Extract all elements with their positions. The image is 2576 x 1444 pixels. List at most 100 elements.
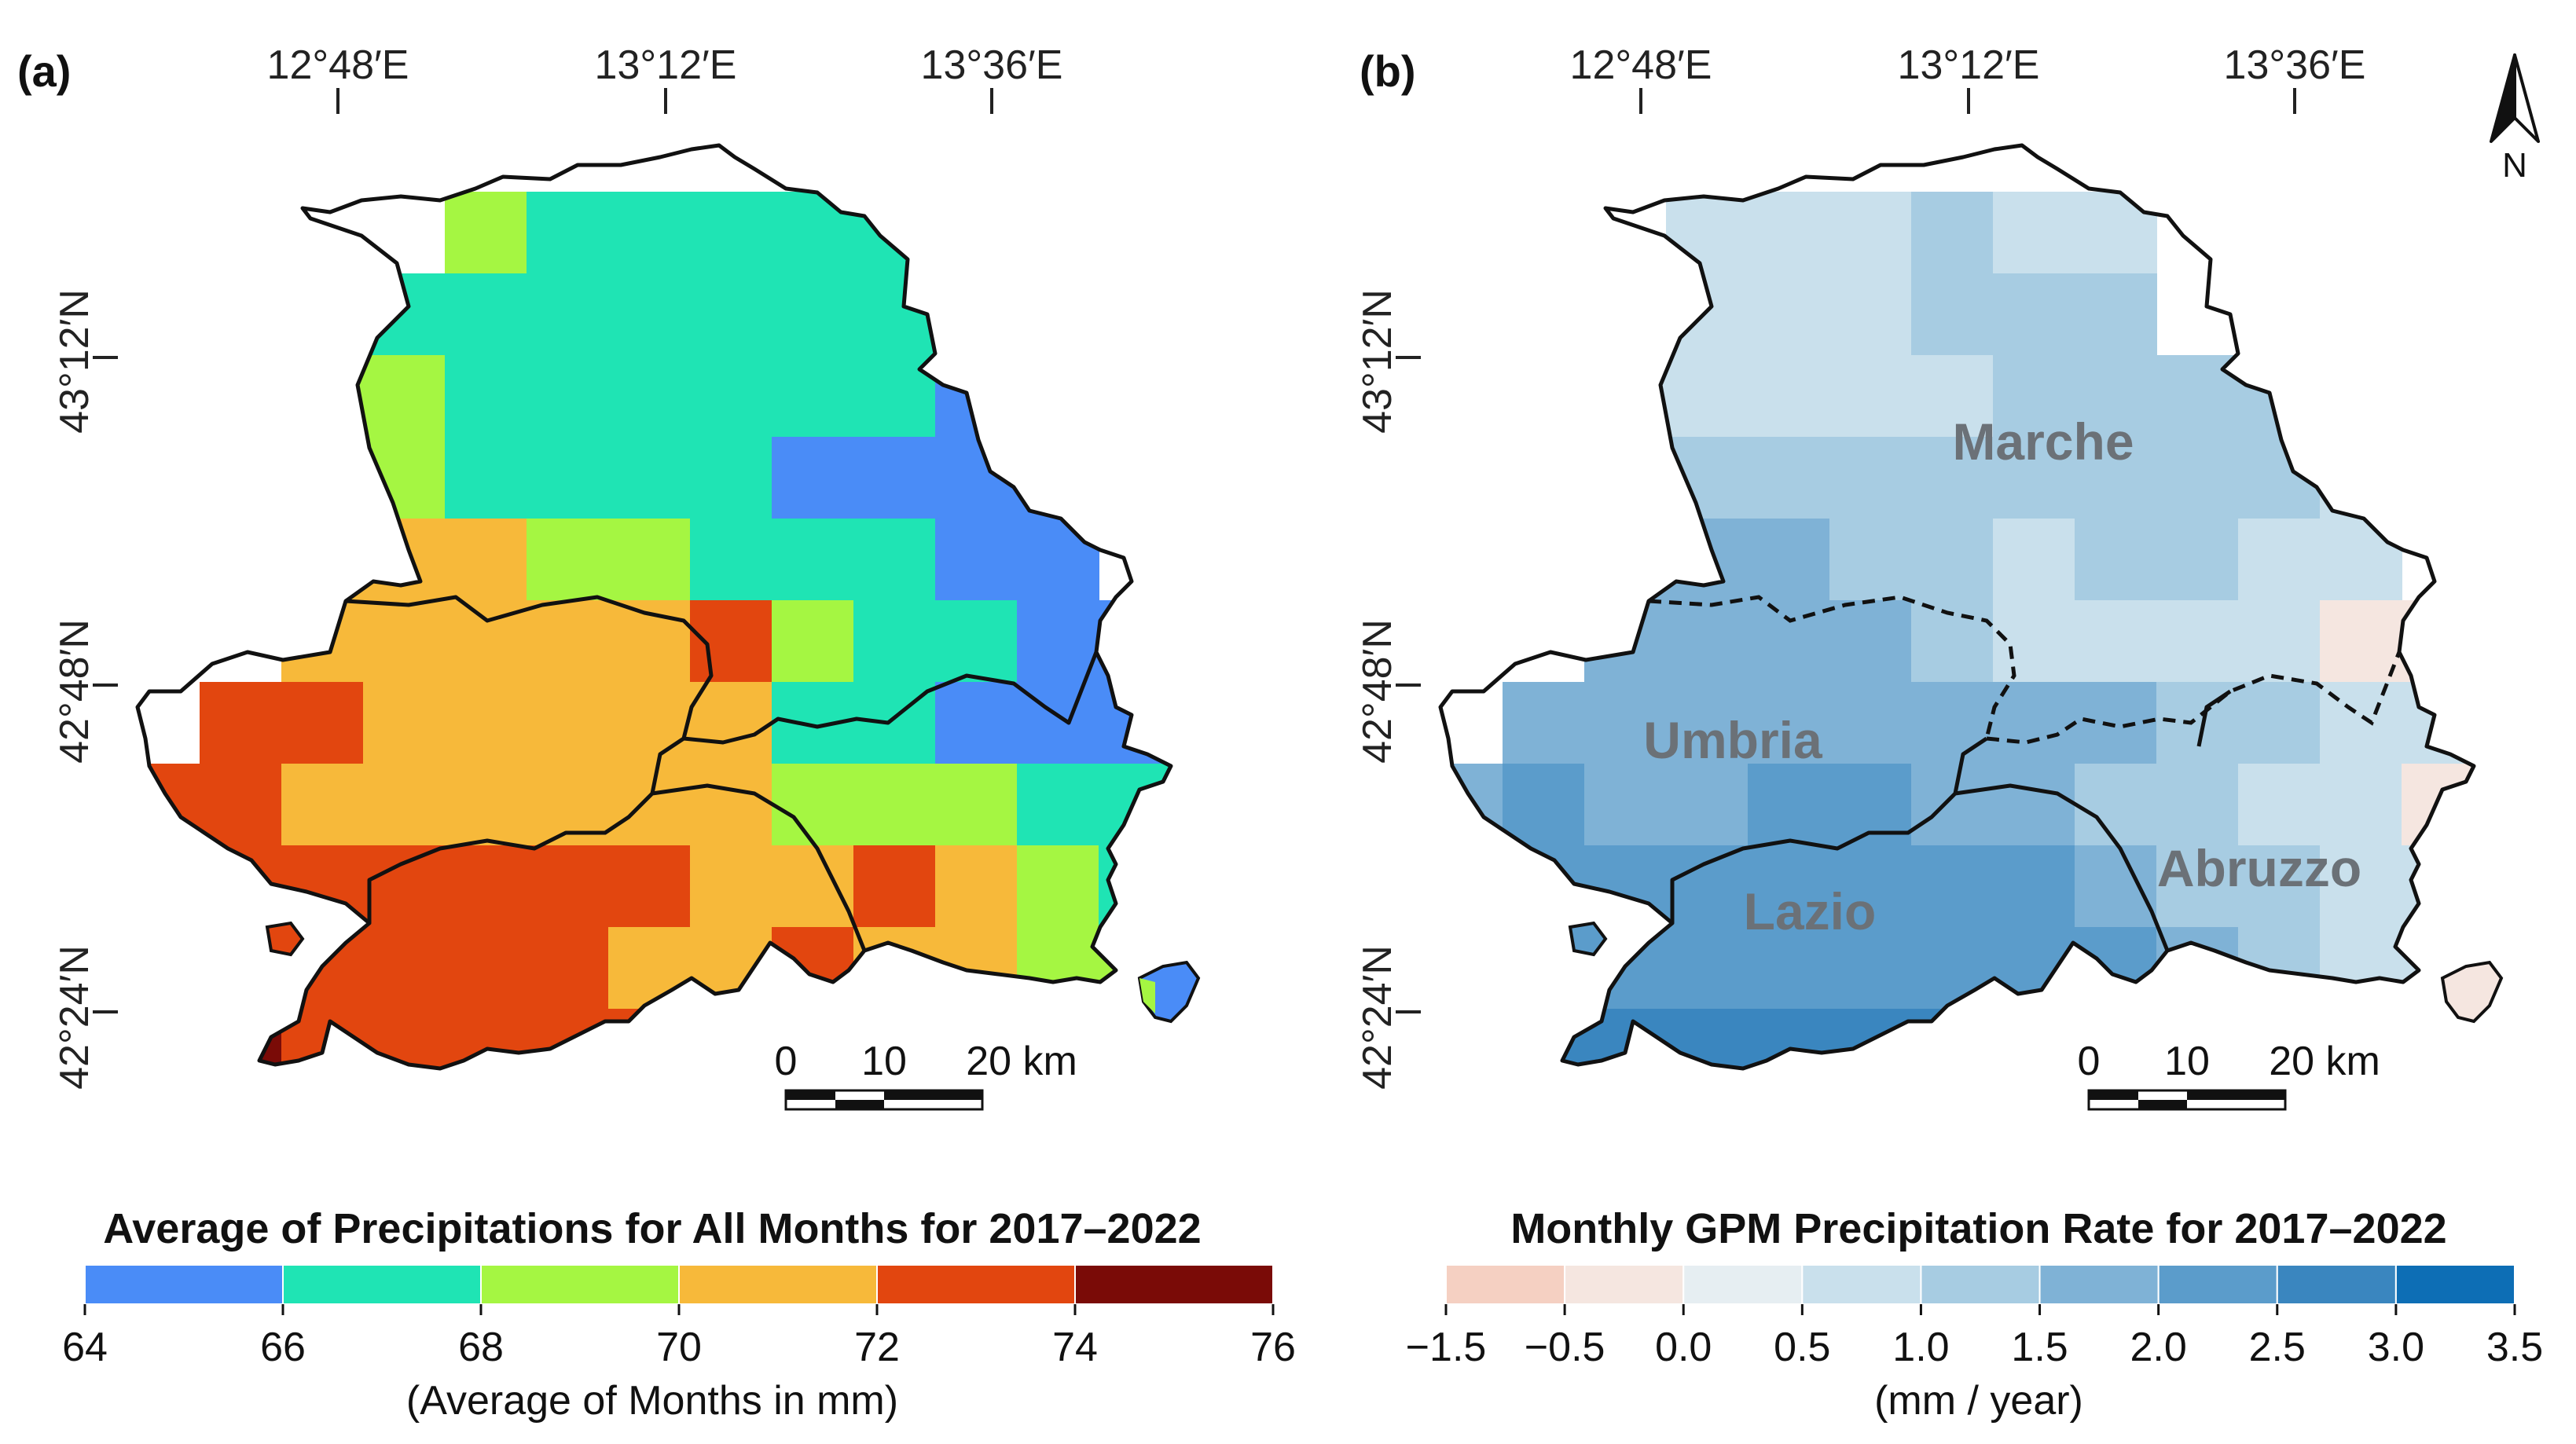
raster-cell — [2238, 437, 2321, 519]
panel-b-trend-raster — [1440, 192, 2474, 1173]
raster-cell — [1584, 437, 1667, 519]
legend-tick-label: 1.5 — [2011, 1325, 2068, 1370]
raster-cell — [1993, 437, 2075, 519]
raster-cell — [935, 437, 1018, 519]
raster-cell — [1993, 1090, 2075, 1173]
raster-cell — [527, 519, 609, 601]
raster-cell — [445, 1090, 527, 1173]
raster-cell — [1748, 764, 1830, 846]
raster-cell — [1993, 764, 2075, 846]
raster-cell — [1099, 600, 1171, 683]
scale-bar-label: 0 — [2078, 1039, 2101, 1084]
raster-cell — [1666, 682, 1749, 764]
raster-cell — [1584, 355, 1667, 438]
legend-swatch — [1445, 1264, 1566, 1305]
panel-b-label: (b) — [1360, 46, 1416, 96]
raster-cell — [2320, 927, 2402, 1010]
legend-tick-label: 1.0 — [1892, 1325, 1949, 1370]
raster-cell — [2075, 192, 2157, 274]
raster-cell — [1748, 519, 1830, 601]
raster-cell — [2075, 927, 2157, 1010]
raster-cell — [527, 273, 609, 356]
raster-cell — [1993, 273, 2075, 356]
raster-cell — [2238, 764, 2321, 846]
panel-a-lon-axis: 12°48′E 13°12′E 13°36′E — [267, 42, 1062, 114]
legend-tick-label: 2.5 — [2249, 1325, 2306, 1370]
raster-cell — [1503, 437, 1585, 519]
raster-cell — [200, 764, 282, 846]
raster-cell — [1666, 764, 1749, 846]
raster-cell — [2238, 519, 2321, 601]
legend-ticks: −1.5 −0.5 0.0 0.5 1.0 1.5 2.0 2.5 3.0 3.5 — [1406, 1304, 2543, 1370]
raster-cell — [608, 845, 691, 928]
raster-cell — [200, 845, 282, 928]
region-label-lazio: Lazio — [1744, 882, 1877, 940]
raster-cell — [1911, 192, 1994, 274]
legend-title: Average of Precipitations for All Months… — [103, 1205, 1201, 1252]
raster-cell — [608, 1090, 691, 1173]
raster-cell — [527, 927, 609, 1010]
raster-cell — [2156, 927, 2239, 1010]
raster-cell — [935, 682, 1018, 764]
legend-tick-label: 74 — [1052, 1325, 1098, 1370]
raster-cell — [281, 519, 364, 601]
raster-cell — [1666, 192, 1749, 274]
raster-cell — [2075, 845, 2157, 928]
raster-cell — [608, 682, 691, 764]
raster-cell — [2156, 519, 2239, 601]
panel-b-legend: Monthly GPM Precipitation Rate for 2017–… — [1406, 1205, 2543, 1424]
panel-b-islet — [2440, 960, 2504, 1024]
raster-cell — [1017, 927, 1099, 1010]
raster-cell — [1993, 600, 2075, 683]
legend-tick-label: 72 — [854, 1325, 900, 1370]
raster-cell — [1748, 437, 1830, 519]
raster-cell — [1829, 845, 1912, 928]
raster-cell — [1748, 682, 1830, 764]
raster-cell — [1503, 845, 1585, 928]
panel-a-precip-raster — [138, 192, 1171, 1173]
raster-cell — [445, 519, 527, 601]
raster-cell — [690, 355, 772, 438]
panel-a-lon-tick: 13°12′E — [595, 42, 737, 88]
raster-cell — [281, 600, 364, 683]
panel-b-lon-tick: 13°12′E — [1898, 42, 2040, 88]
raster-cell — [363, 600, 446, 683]
panel-b-region-border-lazio — [1670, 689, 2232, 951]
raster-cell — [2156, 437, 2239, 519]
legend-tick-label: 0.5 — [1774, 1325, 1830, 1370]
legend-swatch — [480, 1264, 680, 1305]
legend-swatch — [2276, 1264, 2397, 1305]
raster-cell — [772, 845, 854, 928]
raster-cell — [445, 437, 527, 519]
panel-b-scale-bar: 0 10 20 km — [2078, 1039, 2380, 1111]
raster-cell — [608, 764, 691, 846]
raster-cell — [1748, 845, 1830, 928]
legend-tick-label: 0.0 — [1655, 1325, 1712, 1370]
panel-a-scale-bar: 0 10 20 km — [775, 1039, 1077, 1111]
legend-swatch — [84, 1264, 284, 1305]
raster-cell — [527, 600, 609, 683]
raster-cell — [138, 764, 200, 846]
raster-cell — [445, 927, 527, 1010]
raster-cell — [1911, 764, 1994, 846]
legend-tick-label: 76 — [1250, 1325, 1296, 1370]
legend-swatch — [2157, 1264, 2278, 1305]
raster-cell — [527, 845, 609, 928]
legend-swatch — [1682, 1264, 1804, 1305]
raster-cell — [1017, 764, 1099, 846]
raster-cell — [608, 927, 691, 1010]
raster-cell — [2320, 1090, 2402, 1173]
raster-cell — [200, 1009, 282, 1068]
raster-cell — [2156, 600, 2239, 683]
raster-cell — [2156, 764, 2239, 846]
raster-cell — [1584, 600, 1667, 683]
raster-cell — [1666, 927, 1749, 1010]
raster-cell — [527, 355, 609, 438]
raster-cell — [2075, 437, 2157, 519]
raster-cell — [281, 764, 364, 846]
raster-cell — [690, 1009, 772, 1068]
raster-cell — [1911, 682, 1994, 764]
raster-cell — [1911, 355, 1994, 438]
raster-cell — [1503, 355, 1585, 438]
raster-cell — [363, 682, 446, 764]
